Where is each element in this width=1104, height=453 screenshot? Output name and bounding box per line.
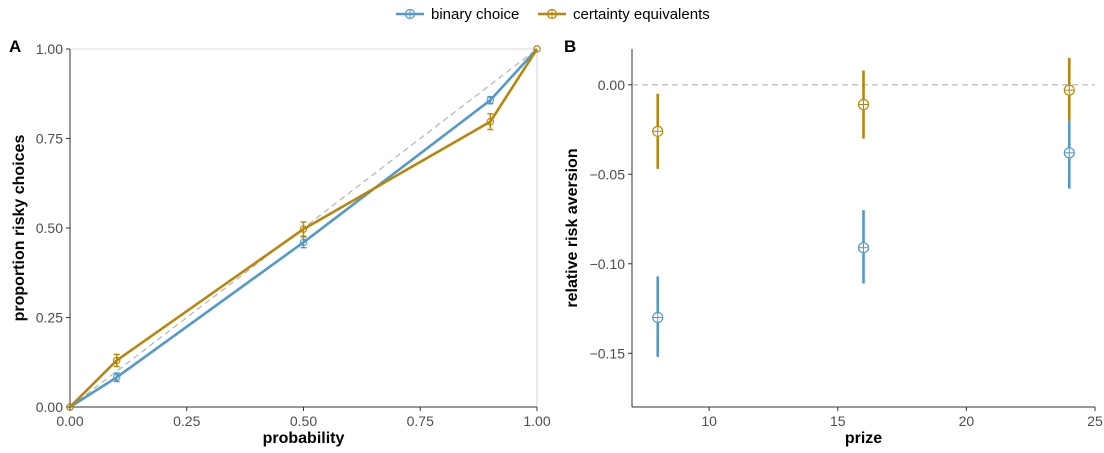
panel-b-x-title: prize [845, 430, 882, 447]
panel-b-x-tick-label: 20 [959, 413, 975, 429]
legend-item-certainty-equivalents: certainty equivalents [538, 6, 710, 23]
panel-a-y-tick-label: 1.00 [36, 41, 63, 57]
panel-b-ticks: 10 15 20 25 0.00 −0.05 −0.10 −0.15 [590, 77, 1103, 429]
panel-a-x-tick-label: 0.50 [290, 413, 317, 429]
panel-a-certainty-equivalents-series [66, 45, 541, 411]
panel-a-x-tick-label: 0.00 [56, 413, 83, 429]
panel-a: A 0.00 0.25 0.50 0.75 1.00 0.00 0.25 0.50 0.75 1.… [9, 37, 551, 447]
panel-label-a: A [9, 37, 21, 56]
panel-a-binary-choice-point-marker [299, 238, 308, 247]
panel-a-y-title: proportion risky choices [11, 135, 28, 322]
panel-b-certainty-equivalents-point [857, 98, 870, 111]
panel-b-certainty-equivalents-point [1063, 84, 1075, 96]
panel-b-y-tick-label: −0.10 [590, 256, 626, 272]
panel-a-certainty-equivalents-point-marker [112, 356, 121, 365]
panel-a-x-tick-label: 0.75 [407, 413, 434, 429]
panel-a-certainty-equivalents-point [112, 356, 121, 365]
panel-b-binary-choice-point [652, 311, 664, 324]
panel-label-b: B [564, 37, 576, 56]
panel-b-binary-choice-series [652, 120, 1075, 357]
panel-b-series [652, 57, 1075, 357]
panel-a-binary-choice-point [486, 96, 495, 104]
panel-b-y-tick-label: 0.00 [598, 77, 625, 93]
panel-b-binary-choice-point [1063, 147, 1075, 159]
panel-a-certainty-equivalents-point-marker [299, 225, 308, 233]
panel-a-binary-choice-point [299, 238, 308, 247]
panel-b-binary-choice-point [857, 242, 870, 254]
panel-a-certainty-equivalents-point [486, 117, 495, 126]
legend: binary choice certainty equivalents [396, 6, 710, 23]
panel-a-certainty-equivalents-point-marker [66, 403, 74, 411]
panel-a-certainty-equivalents-point-marker [533, 45, 541, 53]
panel-a-y-tick-label: 0.75 [36, 131, 63, 147]
panel-b-y-tick-label: −0.15 [590, 345, 626, 361]
panel-a-binary-choice-point [112, 373, 121, 382]
panel-a-x-title: probability [263, 430, 345, 447]
panel-a-certainty-equivalents-point [299, 225, 308, 233]
panel-a-certainty-equivalents-point-marker [486, 117, 495, 126]
panel-a-x-tick-label: 1.00 [523, 413, 550, 429]
panel-a-x-tick-label: 0.25 [173, 413, 200, 429]
panel-a-series [66, 45, 541, 411]
panel-b-certainty-equivalents-point [652, 125, 664, 137]
panel-b-certainty-equivalents-series [652, 57, 1075, 169]
panel-a-certainty-equivalents-point [66, 403, 74, 411]
panel-b-y-title: relative risk aversion [564, 148, 581, 307]
legend-label-certainty-equivalents: certainty equivalents [573, 6, 710, 23]
panel-a-certainty-equivalents-point [533, 45, 541, 53]
panel-a-binary-choice-point-marker [486, 96, 495, 104]
legend-label-binary-choice: binary choice [431, 6, 519, 23]
panel-a-binary-choice-point-marker [112, 373, 121, 382]
panel-a-y-tick-label: 0.00 [36, 399, 63, 415]
panel-b-y-tick-label: −0.05 [590, 166, 626, 182]
panel-b: B 10 15 20 25 0.00 −0.05 −0.10 −0.15 prize rela… [564, 37, 1103, 447]
panel-b-x-tick-label: 10 [701, 413, 717, 429]
panel-a-ticks: 0.00 0.25 0.50 0.75 1.00 0.00 0.25 0.50 0.75 1.00 [36, 41, 551, 429]
panel-b-x-tick-label: 25 [1087, 413, 1103, 429]
panel-a-y-tick-label: 0.25 [36, 310, 63, 326]
panel-a-y-tick-label: 0.50 [36, 220, 63, 236]
legend-item-binary-choice: binary choice [396, 6, 519, 23]
panel-b-x-tick-label: 15 [830, 413, 846, 429]
